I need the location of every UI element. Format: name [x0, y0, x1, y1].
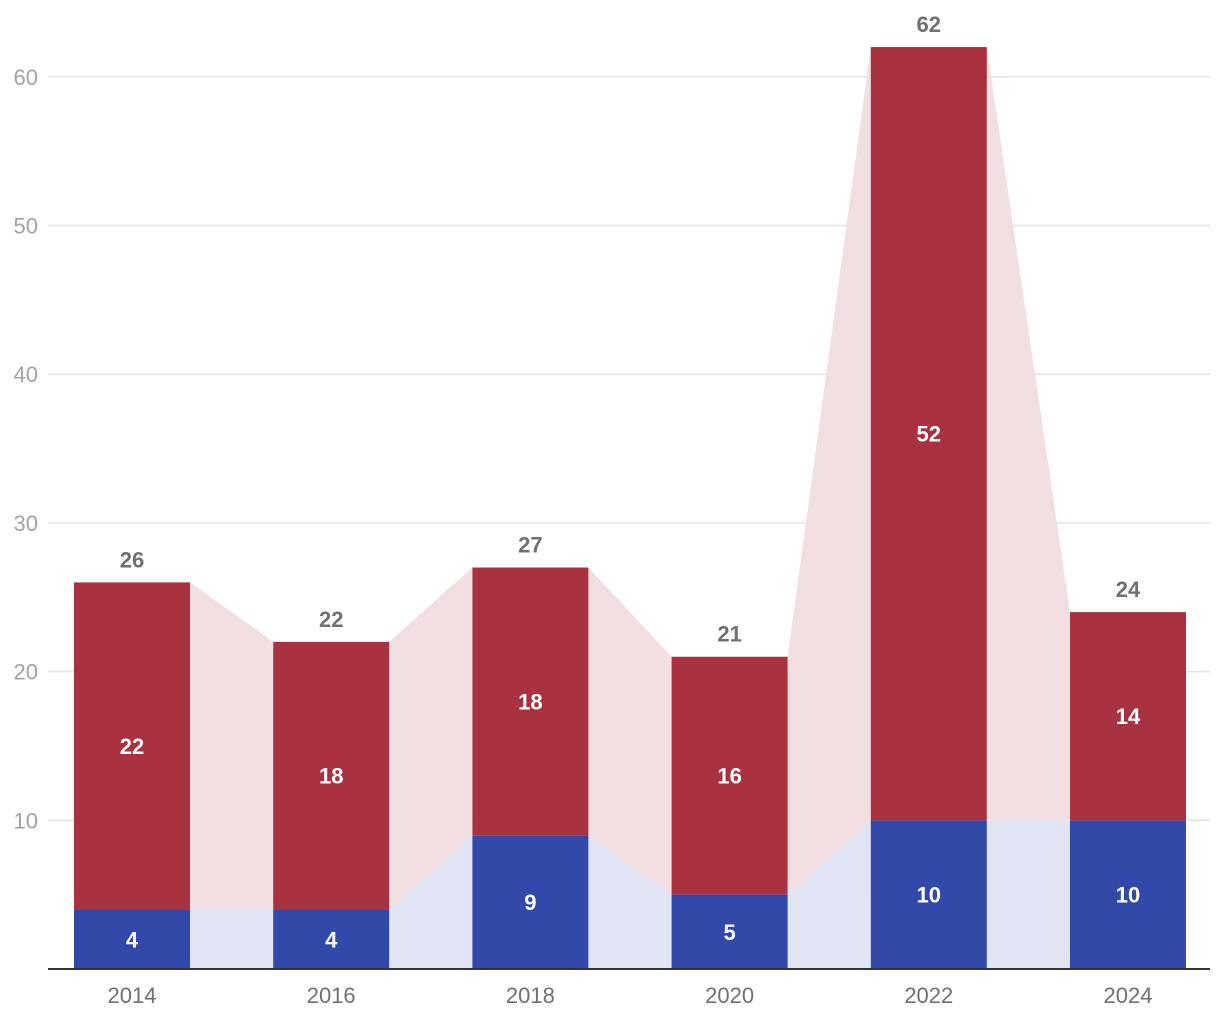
total-label: 26	[120, 547, 144, 572]
data-label-series1: 9	[524, 890, 536, 915]
band-series2	[787, 47, 871, 895]
y-tick-label: 10	[14, 808, 38, 833]
total-label: 22	[319, 607, 343, 632]
band-series2	[190, 582, 274, 910]
y-tick-label: 20	[14, 660, 38, 685]
x-tick-label: 2022	[904, 983, 953, 1008]
connector-bands	[190, 47, 1070, 969]
data-label-series2: 18	[319, 764, 343, 789]
x-tick-label: 2018	[506, 983, 555, 1008]
bar-series2	[273, 641, 390, 910]
data-label-series2: 22	[120, 734, 144, 759]
bar-series2	[74, 582, 190, 910]
bar-series1	[671, 894, 788, 969]
y-tick-label: 40	[14, 362, 38, 387]
x-tick-label: 2020	[705, 983, 754, 1008]
x-tick-label: 2016	[307, 983, 356, 1008]
x-tick-label: 2014	[108, 983, 157, 1008]
y-tick-label: 50	[14, 214, 38, 239]
data-label-series2: 16	[717, 764, 741, 789]
y-tick-label: 60	[14, 65, 38, 90]
data-label-series1: 10	[1116, 883, 1140, 908]
data-label-series1: 5	[723, 920, 735, 945]
bar-series1	[870, 820, 987, 969]
bar-series1	[472, 835, 589, 969]
band-series1	[588, 835, 672, 969]
data-label-series1: 10	[917, 883, 941, 908]
data-label-series1: 4	[325, 927, 338, 952]
bar-series2	[1070, 612, 1186, 821]
band-series2	[588, 567, 672, 895]
band-series1	[190, 909, 274, 969]
data-label-series2: 52	[917, 422, 941, 447]
bars	[74, 47, 1186, 969]
band-series1	[787, 820, 871, 969]
band-series2	[986, 47, 1070, 821]
total-label: 27	[518, 533, 542, 558]
band-series1	[986, 820, 1070, 969]
y-tick-label: 30	[14, 511, 38, 536]
data-labels: 4 22 26 4 18 22 9 18 27 5 16 21 10 52 62 10 14 24	[120, 12, 1141, 952]
data-label-series2: 14	[1116, 704, 1141, 729]
total-label: 24	[1116, 577, 1141, 602]
bar-series2	[870, 47, 987, 821]
bar-series2	[671, 656, 788, 895]
bar-series1	[273, 909, 390, 969]
total-label: 62	[917, 12, 941, 37]
bar-series1	[74, 909, 190, 969]
band-series1	[389, 835, 473, 969]
data-label-series1: 4	[126, 927, 139, 952]
axes: 10 20 30 40 50 60 2014 2016 2018 2020 2022 2024	[14, 65, 1210, 1008]
bar-series2	[472, 567, 589, 836]
x-tick-label: 2024	[1104, 983, 1153, 1008]
data-label-series2: 18	[518, 689, 542, 714]
band-series2	[389, 567, 473, 910]
bar-series1	[1070, 820, 1186, 969]
total-label: 21	[717, 622, 741, 647]
